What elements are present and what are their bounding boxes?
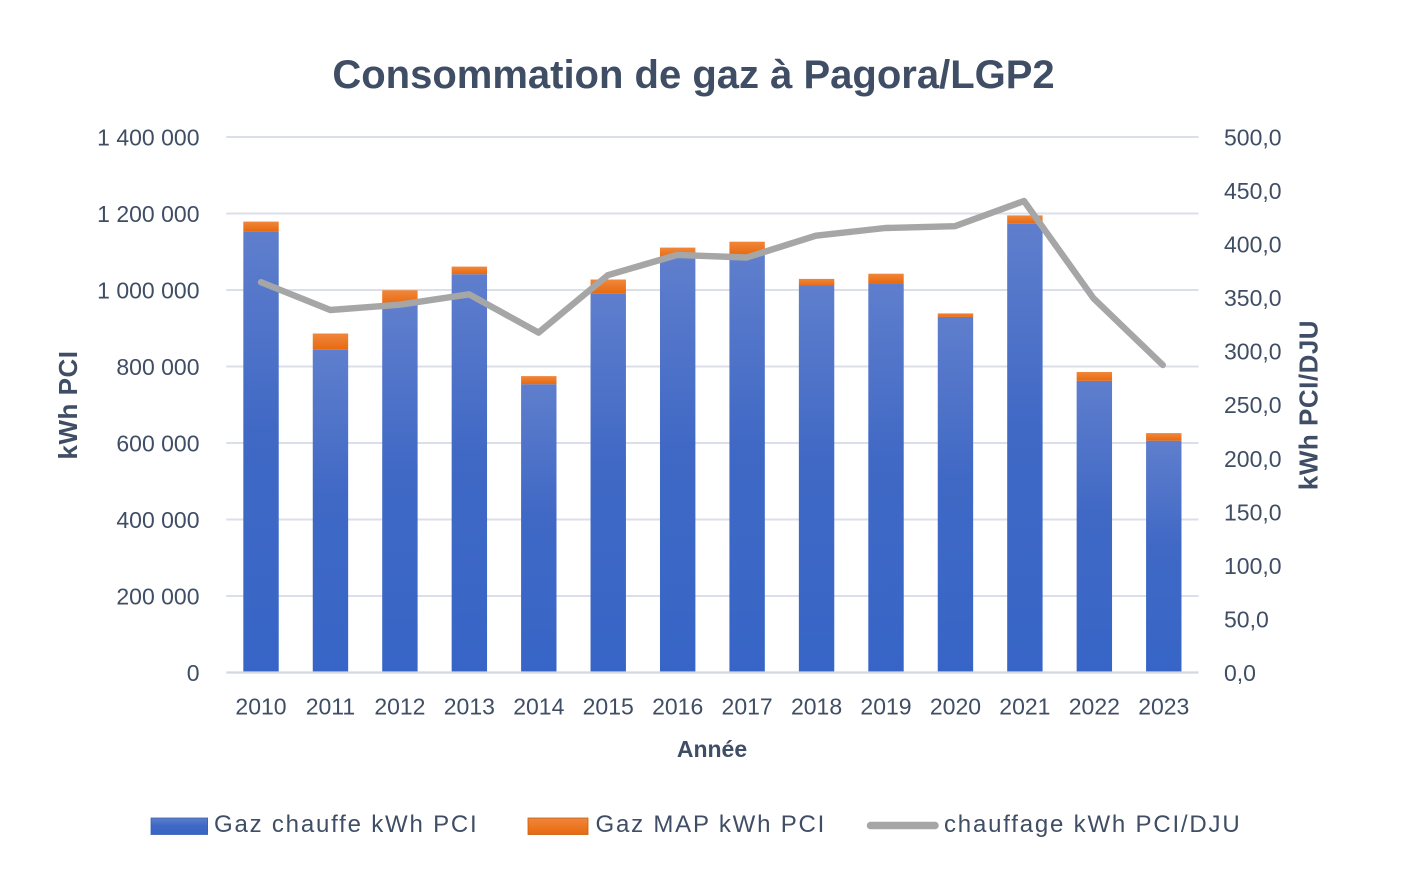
svg-text:0,0: 0,0 bbox=[1224, 660, 1256, 686]
svg-text:1 000 000: 1 000 000 bbox=[97, 278, 199, 304]
svg-text:2010: 2010 bbox=[235, 694, 286, 720]
svg-text:200,0: 200,0 bbox=[1224, 446, 1282, 472]
svg-text:2012: 2012 bbox=[374, 694, 425, 720]
svg-text:Gaz MAP kWh PCI: Gaz MAP kWh PCI bbox=[596, 811, 827, 838]
svg-text:1 200 000: 1 200 000 bbox=[97, 201, 199, 227]
svg-text:2020: 2020 bbox=[930, 694, 981, 720]
svg-text:400,0: 400,0 bbox=[1224, 232, 1282, 258]
svg-text:2013: 2013 bbox=[444, 694, 495, 720]
svg-text:150,0: 150,0 bbox=[1224, 499, 1282, 525]
svg-text:2022: 2022 bbox=[1069, 694, 1120, 720]
svg-text:2023: 2023 bbox=[1138, 694, 1189, 720]
svg-text:400 000: 400 000 bbox=[116, 507, 199, 533]
svg-text:50,0: 50,0 bbox=[1224, 606, 1269, 632]
svg-text:kWh PCI: kWh PCI bbox=[53, 351, 83, 460]
svg-text:2016: 2016 bbox=[652, 694, 703, 720]
svg-text:2021: 2021 bbox=[999, 694, 1050, 720]
svg-text:0: 0 bbox=[187, 660, 200, 686]
svg-text:kWh PCI/DJU: kWh PCI/DJU bbox=[1294, 320, 1324, 490]
svg-text:300,0: 300,0 bbox=[1224, 339, 1282, 365]
svg-text:2014: 2014 bbox=[513, 694, 564, 720]
svg-text:Année: Année bbox=[677, 736, 747, 762]
svg-text:2018: 2018 bbox=[791, 694, 842, 720]
svg-text:200 000: 200 000 bbox=[116, 584, 199, 610]
svg-text:2019: 2019 bbox=[860, 694, 911, 720]
svg-text:800 000: 800 000 bbox=[116, 354, 199, 380]
svg-text:250,0: 250,0 bbox=[1224, 392, 1282, 418]
svg-text:1 400 000: 1 400 000 bbox=[97, 125, 199, 151]
svg-text:450,0: 450,0 bbox=[1224, 178, 1282, 204]
svg-text:chauffage kWh PCI/DJU: chauffage kWh PCI/DJU bbox=[944, 811, 1241, 838]
svg-text:Gaz chauffe kWh PCI: Gaz chauffe kWh PCI bbox=[214, 811, 479, 838]
svg-text:Consommation de gaz à Pagora/L: Consommation de gaz à Pagora/LGP2 bbox=[332, 53, 1054, 97]
svg-text:2017: 2017 bbox=[722, 694, 773, 720]
svg-text:600 000: 600 000 bbox=[116, 431, 199, 457]
svg-text:350,0: 350,0 bbox=[1224, 285, 1282, 311]
svg-text:100,0: 100,0 bbox=[1224, 553, 1282, 579]
svg-text:2011: 2011 bbox=[306, 694, 355, 720]
svg-text:500,0: 500,0 bbox=[1224, 125, 1282, 151]
svg-text:2015: 2015 bbox=[583, 694, 634, 720]
